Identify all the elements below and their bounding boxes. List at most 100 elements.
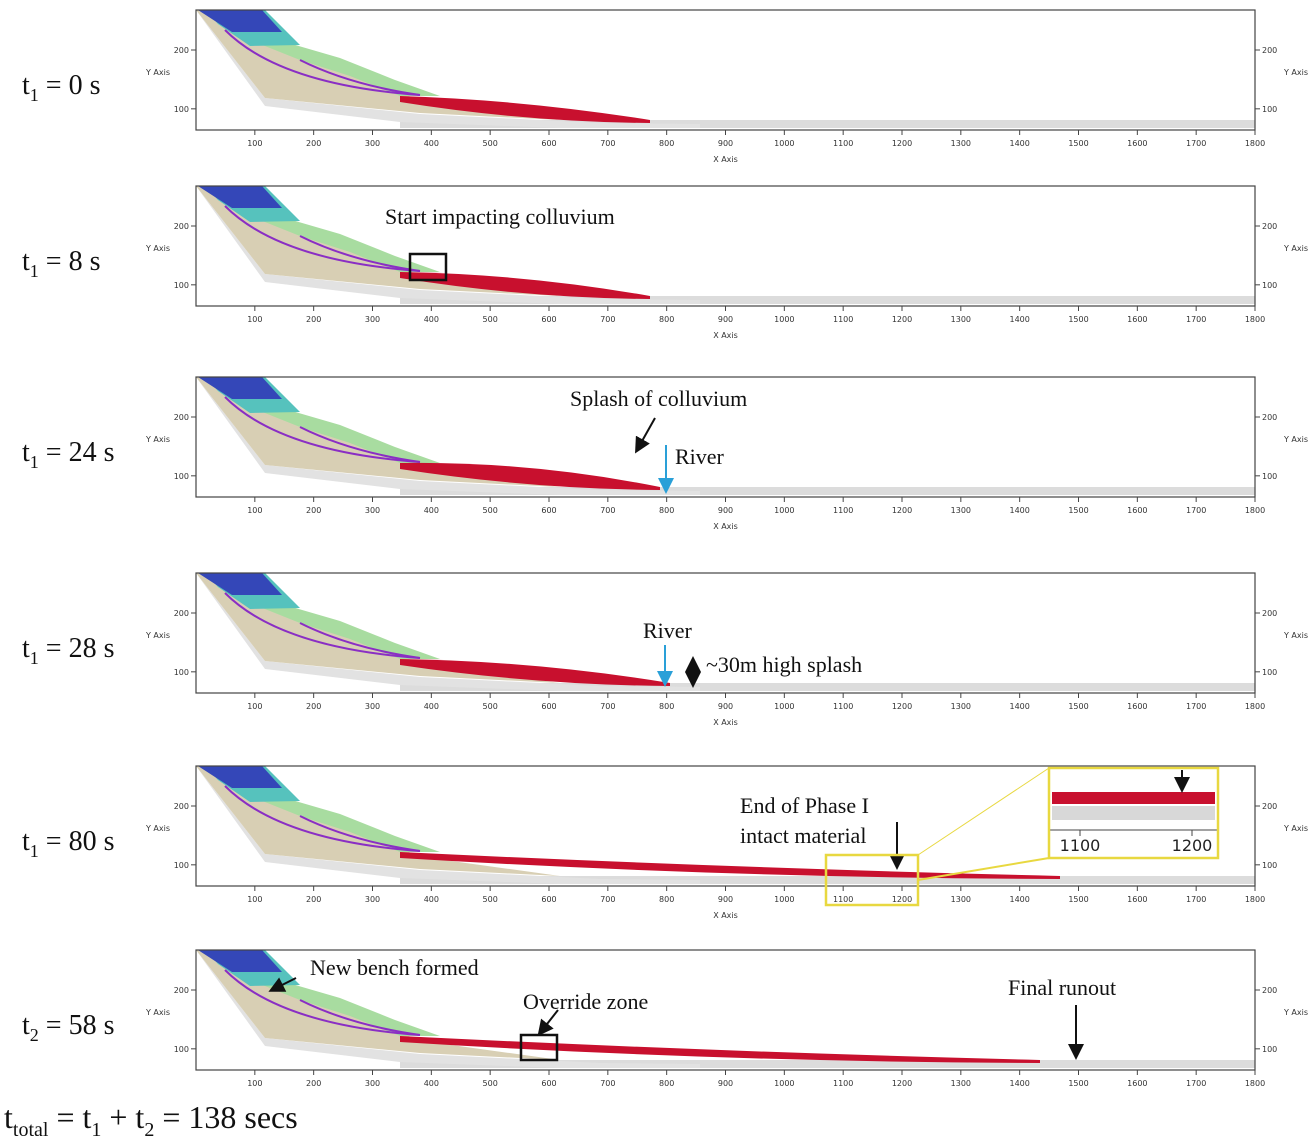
- x-tick-label: 400: [424, 1079, 439, 1088]
- base-strip: [400, 1060, 1255, 1068]
- x-tick-label: 200: [306, 506, 321, 515]
- slip-line: [224, 785, 421, 852]
- x-tick-label: 700: [600, 1079, 615, 1088]
- x-tick-label: 1100: [833, 702, 853, 711]
- inset-connector: [917, 767, 1050, 856]
- x-tick-label: 1100: [833, 895, 853, 904]
- y-tick-label: 200: [1262, 802, 1277, 811]
- annotation: Start impacting colluvium: [385, 204, 615, 229]
- y-tick-label: 200: [1262, 986, 1277, 995]
- slip-line: [299, 999, 421, 1036]
- y-axis-label: Y Axis: [1283, 631, 1308, 640]
- x-tick-label: 1000: [774, 315, 794, 324]
- x-tick-label: 1300: [951, 1079, 971, 1088]
- y-tick-label: 100: [174, 1045, 189, 1054]
- x-tick-label: 1500: [1068, 1079, 1088, 1088]
- annotation: River: [643, 618, 693, 643]
- y-tick-label: 100: [174, 861, 189, 870]
- y-axis-label: Y Axis: [145, 631, 170, 640]
- y-tick-label: 200: [1262, 46, 1277, 55]
- base-strip: [400, 876, 1255, 884]
- inset-base: [1052, 806, 1215, 820]
- x-tick-label: 600: [541, 895, 556, 904]
- x-tick-label: 1500: [1068, 506, 1088, 515]
- x-tick-label: 1400: [1009, 315, 1029, 324]
- x-tick-label: 1400: [1009, 895, 1029, 904]
- x-tick-label: 500: [483, 506, 498, 515]
- debris: [400, 659, 670, 686]
- slope-mass: [196, 573, 560, 683]
- x-tick-label: 1600: [1127, 315, 1147, 324]
- time-label: t1 = 24 s: [22, 437, 114, 472]
- inset-tick-label: 1200: [1172, 836, 1213, 855]
- x-tick-label: 1800: [1245, 895, 1265, 904]
- x-tick-label: 1700: [1186, 315, 1206, 324]
- x-tick-label: 700: [600, 315, 615, 324]
- x-tick-label: 1300: [951, 139, 971, 148]
- x-tick-label: 300: [365, 506, 380, 515]
- x-tick-label: 1100: [833, 315, 853, 324]
- x-tick-label: 1400: [1009, 1079, 1029, 1088]
- panel: 100 200 300 400 500 600 700 800 900 1000 1100 1200 1…: [22, 949, 1308, 1088]
- x-tick-label: 600: [541, 315, 556, 324]
- footer-text: = 138 secs: [154, 1099, 297, 1135]
- x-tick-label: 1200: [892, 1079, 912, 1088]
- x-tick-label: 1100: [833, 506, 853, 515]
- x-tick-label: 1500: [1068, 315, 1088, 324]
- x-tick-label: 1600: [1127, 702, 1147, 711]
- slip-line: [299, 622, 421, 659]
- inset-tick-label: 1100: [1060, 836, 1101, 855]
- time-subscript: 2: [30, 1025, 39, 1045]
- y-tick-label: 200: [174, 46, 189, 55]
- slope-mass: [196, 766, 560, 876]
- x-tick-label: 500: [483, 139, 498, 148]
- panel: 100 200 300 400 500 600 700 800 900 1000 1100 1200 1…: [22, 376, 1308, 531]
- x-tick-label: 800: [659, 1079, 674, 1088]
- x-tick-label: 800: [659, 139, 674, 148]
- time-label: t1 = 80 s: [22, 826, 114, 861]
- y-tick-label: 100: [1262, 105, 1277, 114]
- x-tick-label: 300: [365, 1079, 380, 1088]
- x-tick-label: 1800: [1245, 1079, 1265, 1088]
- highlight-box: [1047, 766, 1220, 860]
- x-tick-label: 100: [247, 1079, 262, 1088]
- panel: 100 200 300 400 500 600 700 800 900 1000 1100 1200 1…: [22, 185, 1308, 340]
- x-tick-label: 1800: [1245, 702, 1265, 711]
- slip-line: [299, 426, 421, 463]
- panel: 100 200 300 400 500 600 700 800 900 1000 1100 1200 1…: [22, 9, 1308, 164]
- annotation: Override zone: [523, 989, 648, 1014]
- x-tick-label: 1000: [774, 895, 794, 904]
- x-tick-label: 900: [718, 139, 733, 148]
- blue-layer: [198, 766, 282, 788]
- footer-text: = t: [48, 1099, 91, 1135]
- x-axis-label: X Axis: [713, 911, 738, 920]
- x-tick-label: 400: [424, 139, 439, 148]
- time-subscript: 1: [30, 85, 39, 105]
- y-tick-label: 100: [1262, 861, 1277, 870]
- x-tick-label: 500: [483, 702, 498, 711]
- y-tick-label: 100: [1262, 1045, 1277, 1054]
- annotation: River: [675, 444, 725, 469]
- x-tick-label: 1500: [1068, 139, 1088, 148]
- y-axis-label: Y Axis: [145, 824, 170, 833]
- x-tick-label: 800: [659, 506, 674, 515]
- y-tick-label: 100: [174, 668, 189, 677]
- x-tick-label: 300: [365, 315, 380, 324]
- time-rest: = 80 s: [39, 826, 115, 857]
- x-tick-label: 100: [247, 139, 262, 148]
- x-tick-label: 1800: [1245, 506, 1265, 515]
- footer-equation: ttotal = t1 + t2 = 138 secs: [4, 1099, 298, 1140]
- x-tick-label: 100: [247, 702, 262, 711]
- x-tick-label: 700: [600, 895, 615, 904]
- y-tick-label: 200: [174, 986, 189, 995]
- x-tick-label: 500: [483, 895, 498, 904]
- x-tick-label: 1700: [1186, 1079, 1206, 1088]
- footer-subscript: total: [13, 1119, 49, 1140]
- time-subscript: 1: [30, 452, 39, 472]
- slip-line: [224, 592, 421, 659]
- x-tick-label: 400: [424, 315, 439, 324]
- time-symbol: t: [22, 1010, 30, 1041]
- x-tick-label: 1700: [1186, 506, 1206, 515]
- x-tick-label: 1700: [1186, 139, 1206, 148]
